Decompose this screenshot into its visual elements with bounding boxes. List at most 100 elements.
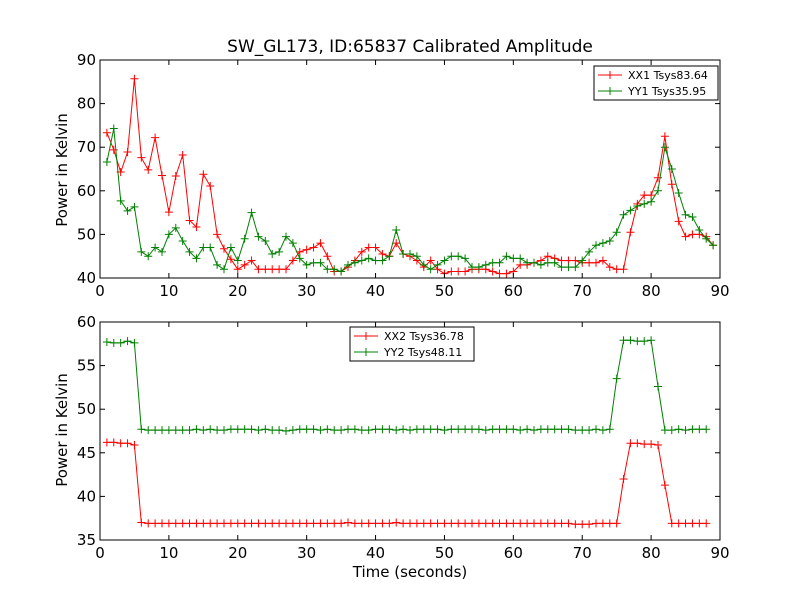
data-point xyxy=(364,254,373,263)
y-tick-label: 80 xyxy=(77,95,96,113)
y-tick-label: 35 xyxy=(77,531,96,549)
top-y-axis-label: Power in Kelvin xyxy=(53,113,71,227)
data-point xyxy=(316,258,325,267)
data-point xyxy=(426,519,435,528)
data-point xyxy=(302,425,311,434)
data-point xyxy=(461,267,470,276)
data-point xyxy=(474,263,483,272)
data-point xyxy=(626,206,635,215)
data-point xyxy=(302,519,311,528)
data-point xyxy=(647,197,656,206)
x-tick-label: 70 xyxy=(573,282,592,300)
data-point xyxy=(254,519,263,528)
data-point xyxy=(523,519,532,528)
data-point xyxy=(681,232,690,241)
data-point xyxy=(220,244,228,253)
data-point xyxy=(199,170,208,179)
data-point xyxy=(433,519,442,528)
data-point xyxy=(316,239,325,248)
data-point xyxy=(495,425,504,434)
data-point xyxy=(571,263,580,272)
data-point xyxy=(523,425,532,434)
data-point xyxy=(171,426,180,435)
data-point xyxy=(275,426,284,435)
data-point xyxy=(681,426,690,435)
x-axis-label: Time (seconds) xyxy=(352,563,468,581)
data-point xyxy=(213,426,222,435)
data-point xyxy=(302,260,311,269)
data-point xyxy=(144,165,153,174)
data-point xyxy=(633,202,642,211)
data-point xyxy=(530,426,538,435)
series-line-1 xyxy=(106,441,707,525)
data-point xyxy=(164,519,173,528)
data-point xyxy=(330,519,339,528)
data-point xyxy=(192,425,201,434)
legend-marker xyxy=(606,71,614,79)
data-point xyxy=(419,425,428,434)
data-point xyxy=(516,426,525,435)
data-point xyxy=(178,519,187,528)
data-point xyxy=(171,171,180,180)
data-point xyxy=(626,439,635,448)
data-point xyxy=(144,519,153,528)
data-point xyxy=(502,425,511,434)
data-point xyxy=(323,252,332,261)
data-point xyxy=(137,425,146,434)
x-tick-label: 50 xyxy=(435,282,454,300)
data-point xyxy=(254,232,263,241)
data-point xyxy=(109,124,118,133)
y-tick-label: 40 xyxy=(77,269,96,287)
data-point xyxy=(585,520,594,529)
x-tick-label: 10 xyxy=(159,282,178,300)
data-point xyxy=(633,439,642,448)
data-point xyxy=(282,519,290,528)
data-point xyxy=(123,439,132,448)
data-point xyxy=(385,519,394,528)
data-point xyxy=(612,228,621,237)
data-point xyxy=(337,519,346,528)
y-tick-label: 50 xyxy=(77,225,96,243)
data-point xyxy=(288,256,297,265)
data-point xyxy=(309,258,318,267)
data-point xyxy=(337,426,346,435)
data-point xyxy=(612,519,621,528)
data-point xyxy=(261,425,270,434)
data-point xyxy=(116,439,125,448)
data-point xyxy=(502,519,511,528)
data-point xyxy=(344,260,352,269)
data-point xyxy=(406,426,414,435)
data-point xyxy=(233,519,242,528)
x-tick-label: 0 xyxy=(95,544,105,562)
data-point xyxy=(667,180,676,189)
data-point xyxy=(164,426,173,435)
data-point xyxy=(130,74,139,83)
data-point xyxy=(268,250,277,259)
data-point xyxy=(474,519,483,528)
data-point xyxy=(564,263,573,272)
data-point xyxy=(640,440,649,449)
x-tick-label: 30 xyxy=(297,544,316,562)
data-point xyxy=(247,208,256,217)
data-point xyxy=(206,519,215,528)
data-point xyxy=(440,256,449,265)
data-point xyxy=(288,519,297,528)
data-point xyxy=(233,256,242,265)
data-point xyxy=(357,256,366,265)
data-point xyxy=(647,440,656,449)
data-point xyxy=(509,519,518,528)
data-point xyxy=(481,519,490,528)
data-point xyxy=(598,256,607,265)
data-point xyxy=(488,519,497,528)
data-point xyxy=(268,265,277,274)
data-point xyxy=(323,519,332,528)
data-point xyxy=(233,265,242,274)
data-point xyxy=(185,519,194,528)
data-point xyxy=(536,260,545,269)
x-tick-label: 30 xyxy=(297,282,316,300)
data-point xyxy=(495,519,504,528)
data-point xyxy=(309,519,318,528)
data-point xyxy=(171,519,180,528)
legend-marker xyxy=(362,348,370,356)
data-point xyxy=(536,519,545,528)
